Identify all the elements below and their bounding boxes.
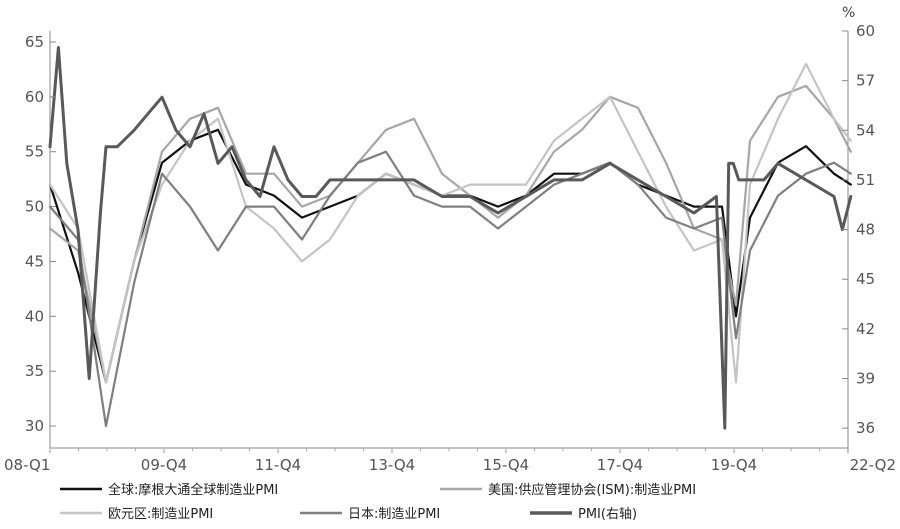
x-tick-label: 22-Q2 — [850, 456, 896, 474]
right-tick-label: 39 — [856, 370, 875, 388]
x-tick-label: 15-Q4 — [483, 456, 529, 474]
x-axis: 08-Q1 09-Q4 11-Q4 13-Q4 15-Q4 17-Q4 19-Q4 22-Q2 — [4, 448, 896, 474]
left-tick-label: 45 — [25, 252, 44, 270]
right-tick-label: 42 — [856, 320, 875, 338]
x-tick-label: 08-Q1 — [4, 456, 50, 474]
right-axis: 36 39 42 45 48 51 54 57 60 — [842, 22, 875, 437]
right-tick-label: 45 — [856, 270, 875, 288]
series-line-1 — [48, 128, 852, 384]
series-line-5 — [48, 46, 853, 430]
left-tick-label: 60 — [25, 88, 44, 106]
legend-label: 欧元区:制造业PMI — [108, 507, 213, 522]
left-tick-label: 50 — [25, 198, 44, 216]
legend-label: 全球:摩根大通全球制造业PMI — [108, 482, 278, 498]
x-tick-label: 09-Q4 — [141, 456, 187, 474]
legend-label: 日本:制造业PMI — [348, 507, 440, 522]
left-tick-label: 40 — [25, 307, 44, 325]
series-line-4 — [48, 150, 852, 428]
left-tick-label: 30 — [25, 417, 44, 435]
x-tick-label: 17-Q4 — [597, 456, 643, 474]
x-tick-label: 11-Q4 — [255, 456, 301, 474]
left-tick-label: 35 — [25, 362, 44, 380]
right-tick-label: 54 — [856, 121, 875, 139]
left-tick-label: 65 — [25, 33, 44, 51]
x-tick-label: 19-Q4 — [711, 456, 757, 474]
right-tick-label: 57 — [856, 72, 875, 90]
right-tick-label: 36 — [856, 419, 875, 437]
left-tick-label: 55 — [25, 143, 44, 161]
x-tick-label: 13-Q4 — [369, 456, 415, 474]
legend-label: PMI(右轴) — [578, 507, 637, 522]
series-line-3 — [48, 62, 852, 384]
right-tick-label: 48 — [856, 221, 875, 239]
left-axis: 30 35 40 45 50 55 60 65 — [25, 33, 56, 435]
series-lines — [48, 46, 853, 430]
legend-label: 美国:供应管理协会(ISM):制造业PMI — [488, 482, 696, 498]
legend: 全球:摩根大通全球制造业PMI 美国:供应管理协会(ISM):制造业PMI 欧元区:… — [60, 482, 696, 522]
right-tick-label: 60 — [856, 22, 875, 40]
right-axis-unit: % — [842, 5, 855, 21]
right-tick-label: 51 — [856, 171, 875, 189]
